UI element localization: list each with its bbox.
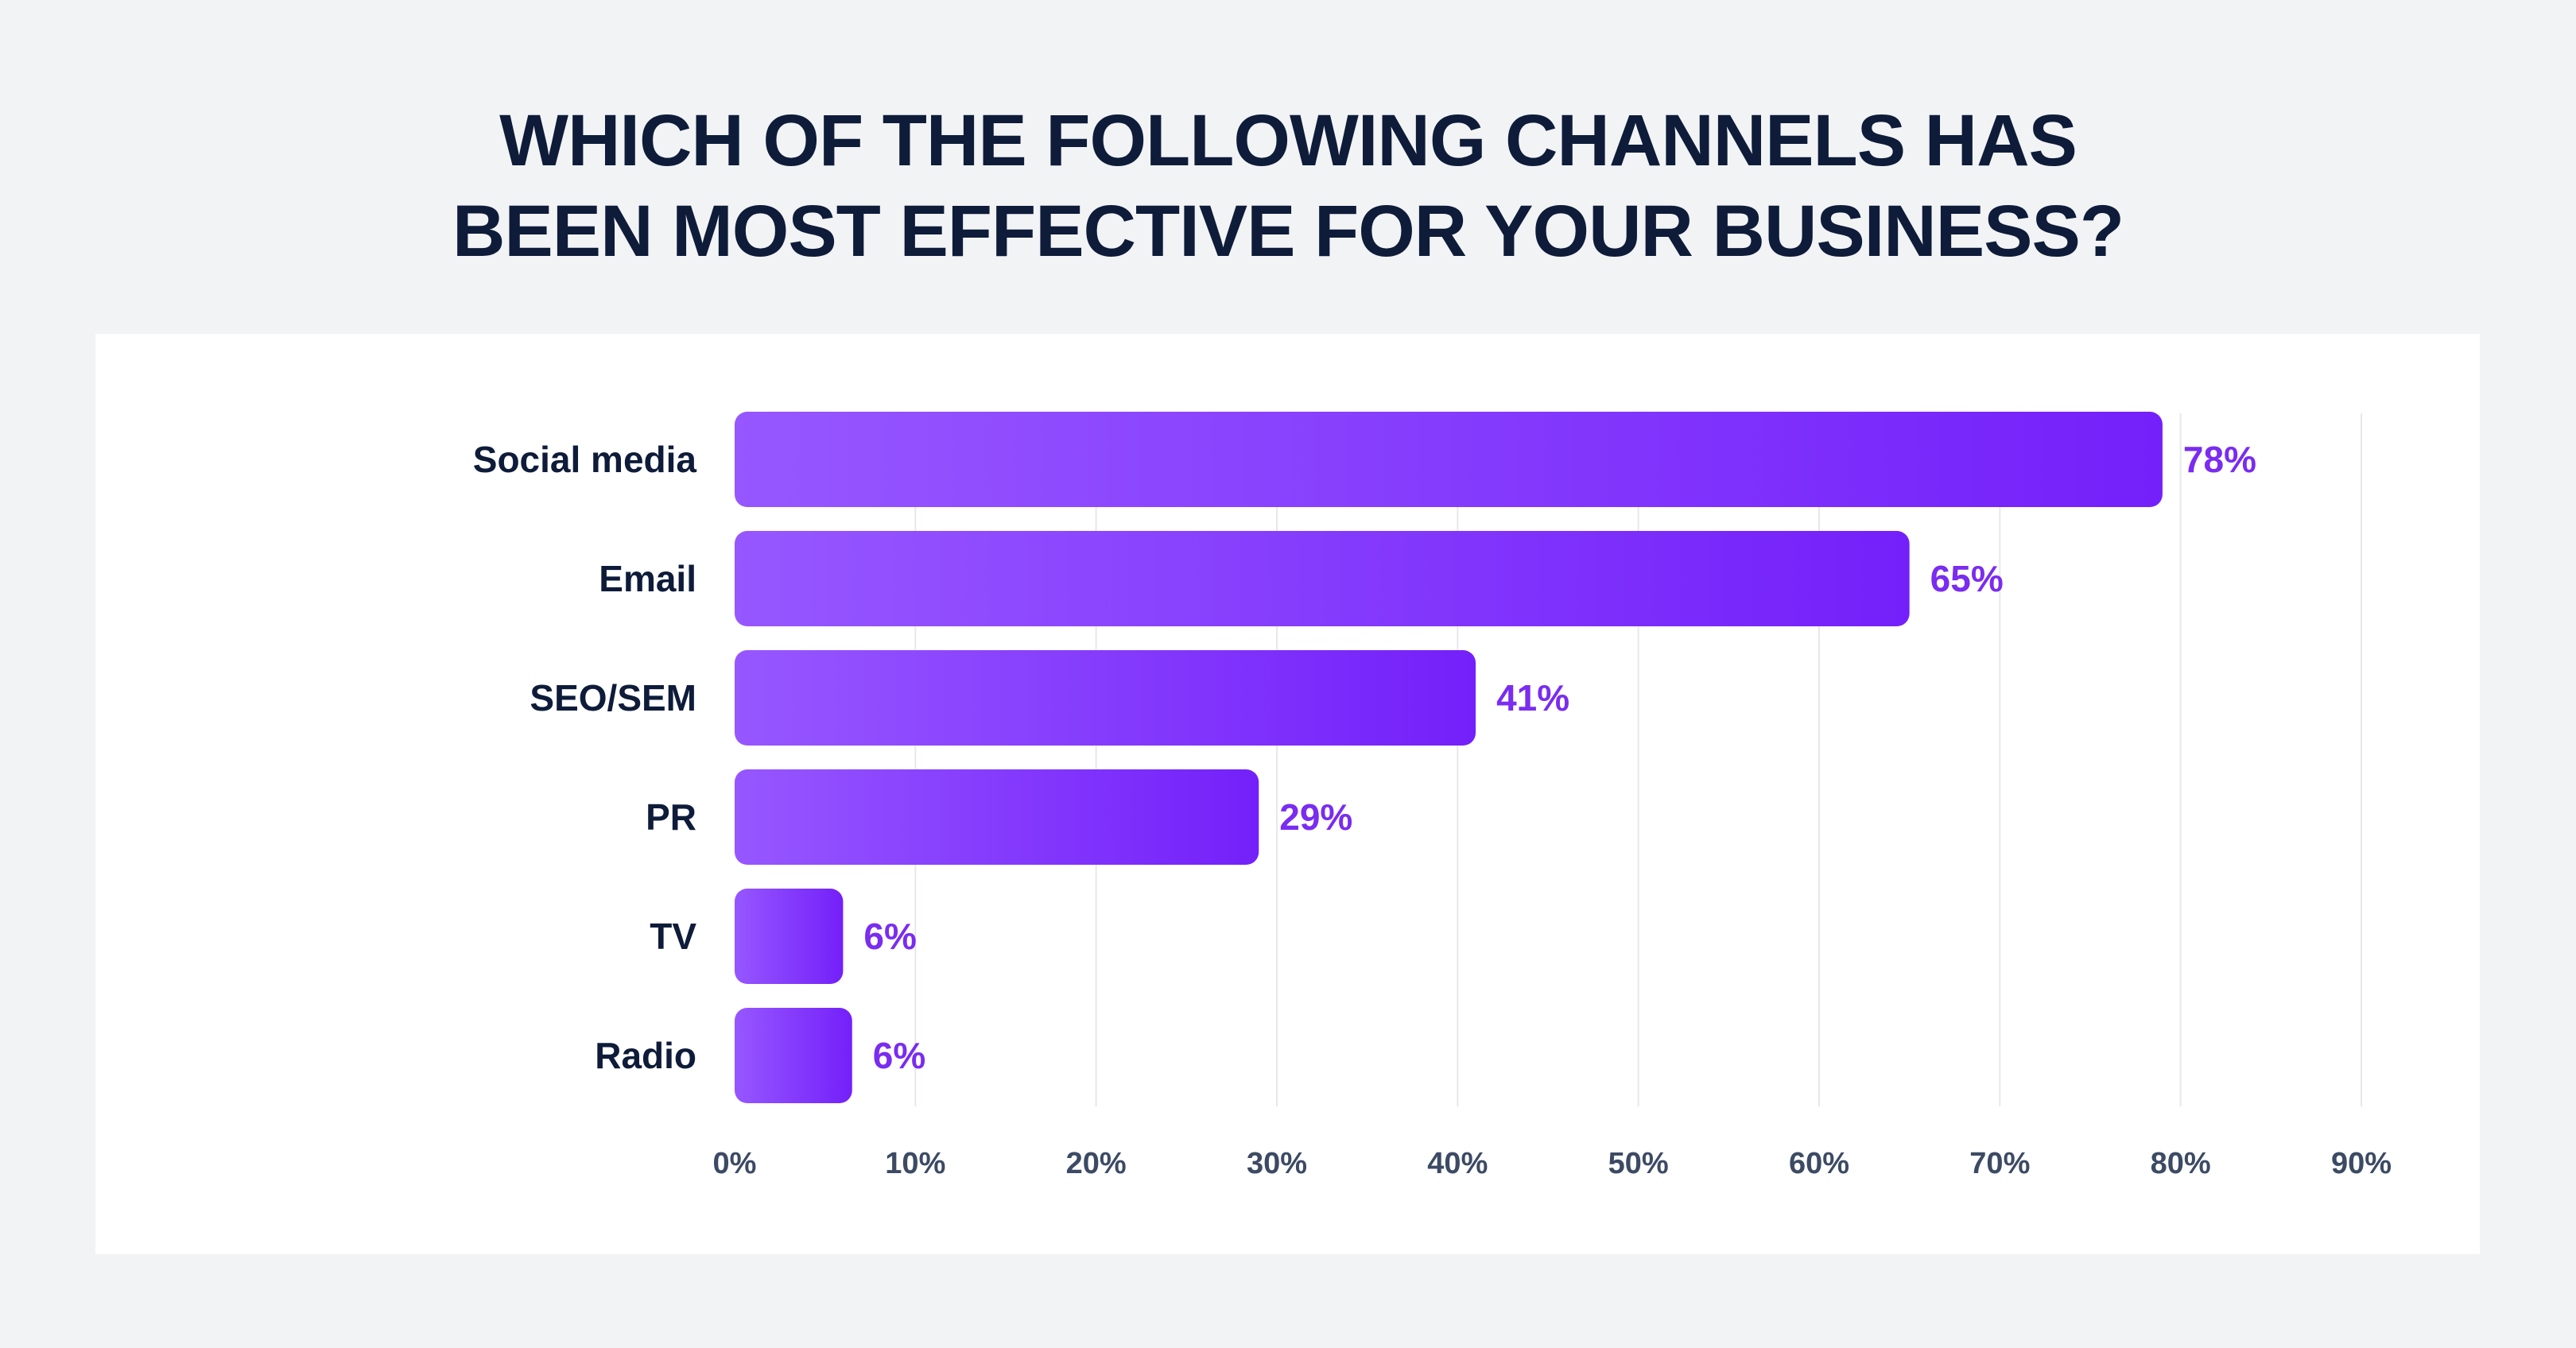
bars (735, 412, 2163, 1103)
x-tick-label-20: 20% (1066, 1147, 1127, 1180)
category-label-social-media: Social media (473, 439, 697, 480)
x-tick-label-50: 50% (1608, 1147, 1669, 1180)
chart-panel: Social media Email SEO/SEM PR TV Radio 78% 65%… (95, 334, 2480, 1254)
bar-seo-sem (735, 650, 1476, 746)
x-tick-label-70: 70% (1969, 1147, 2030, 1180)
category-label-radio: Radio (595, 1035, 696, 1076)
value-label-radio: 6% (873, 1035, 925, 1076)
bar-tv (735, 889, 844, 984)
category-label-seo-sem: SEO/SEM (530, 677, 696, 719)
bar-social-media (735, 412, 2163, 507)
value-label-social-media: 78% (2183, 439, 2256, 480)
x-tick-label-40: 40% (1427, 1147, 1488, 1180)
x-tick-label-80: 80% (2151, 1147, 2211, 1180)
x-tick-label-30: 30% (1247, 1147, 1307, 1180)
x-tick-label-90: 90% (2331, 1147, 2392, 1180)
bar-chart: Social media Email SEO/SEM PR TV Radio 78% 65%… (473, 412, 2392, 1180)
chart-title-line-2: BEEN MOST EFFECTIVE FOR YOUR BUSINESS? (452, 191, 2124, 272)
bar-email (735, 531, 1910, 626)
chart-title: WHICH OF THE FOLLOWING CHANNELS HAS BEEN… (0, 95, 2576, 277)
category-label-pr: PR (646, 796, 696, 838)
value-label-email: 65% (1930, 558, 2004, 599)
x-tick-label-10: 10% (885, 1147, 945, 1180)
bar-radio (735, 1008, 852, 1103)
category-label-tv: TV (650, 916, 696, 957)
x-axis-tick-labels: 0% 10% 20% 30% 40% 50% 60% 70% 80% 90% (713, 1147, 2392, 1180)
gridlines (914, 413, 2362, 1106)
category-labels: Social media Email SEO/SEM PR TV Radio (473, 439, 697, 1076)
value-label-tv: 6% (863, 916, 916, 957)
value-labels: 78% 65% 41% 29% 6% 6% (863, 439, 2256, 1076)
x-tick-label-60: 60% (1789, 1147, 1849, 1180)
category-label-email: Email (599, 558, 696, 599)
x-tick-label-0: 0% (713, 1147, 757, 1180)
chart-title-line-1: WHICH OF THE FOLLOWING CHANNELS HAS (499, 100, 2077, 181)
bar-pr (735, 769, 1259, 865)
value-label-seo-sem: 41% (1496, 677, 1569, 719)
value-label-pr: 29% (1279, 796, 1352, 838)
